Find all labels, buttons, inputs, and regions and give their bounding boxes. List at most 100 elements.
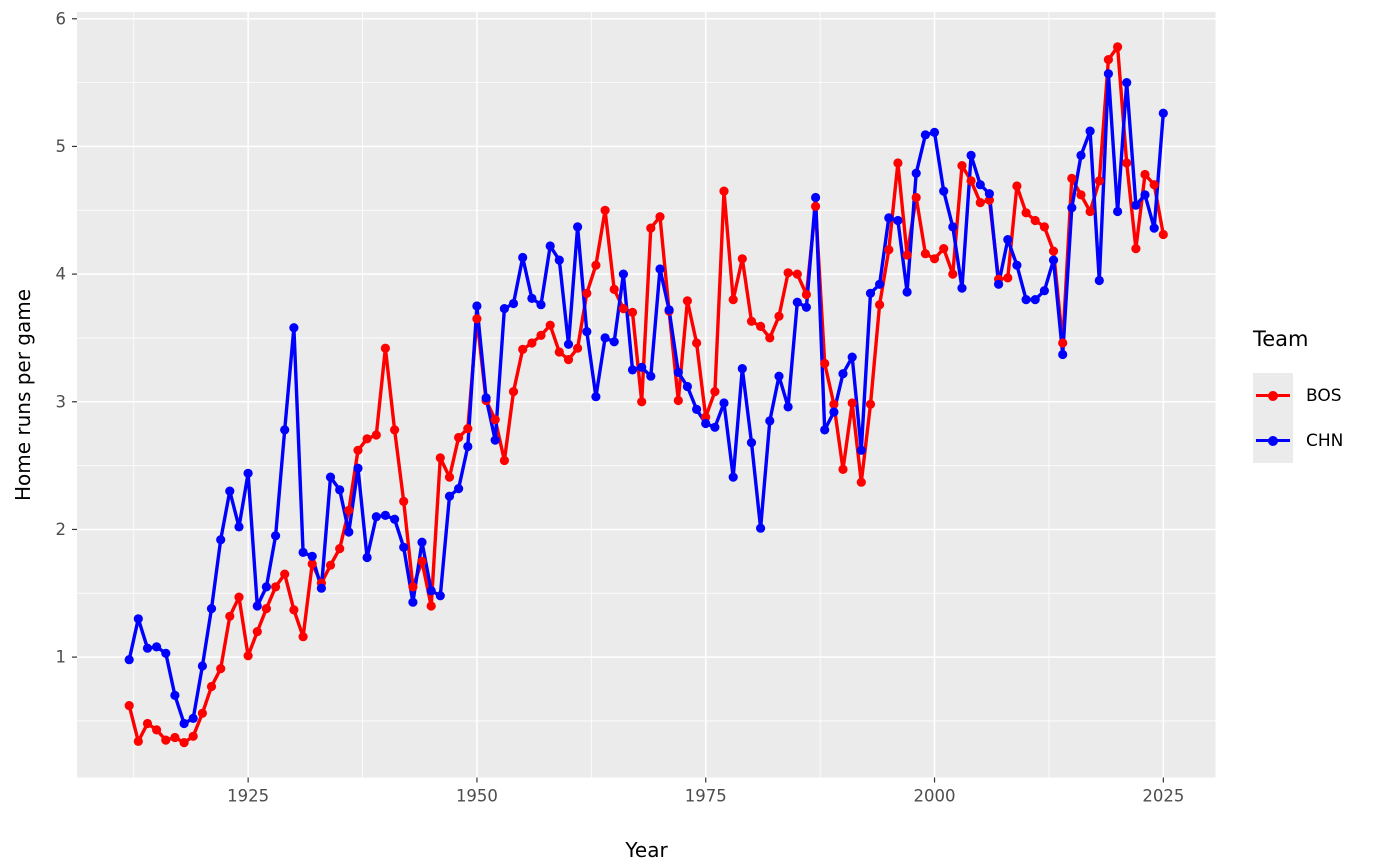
data-point-chn	[545, 241, 555, 251]
x-tick-label: 2025	[1142, 787, 1184, 806]
data-point-chn	[1048, 255, 1059, 265]
data-point-bos	[536, 330, 546, 340]
data-point-chn	[801, 302, 812, 312]
data-point-chn	[380, 510, 390, 520]
data-point-bos	[957, 161, 967, 171]
data-point-chn	[170, 690, 180, 701]
data-point-chn	[142, 643, 153, 653]
data-point-chn	[728, 472, 738, 482]
data-point-bos	[170, 732, 180, 743]
data-point-bos	[1039, 222, 1049, 232]
data-point-bos	[1085, 206, 1095, 217]
data-point-chn	[756, 523, 766, 533]
data-point-chn	[911, 168, 921, 178]
data-point-chn	[774, 371, 784, 381]
data-point-bos	[161, 735, 171, 745]
data-point-bos	[701, 412, 711, 422]
data-point-bos	[335, 544, 345, 554]
data-point-chn	[1067, 203, 1077, 213]
data-point-chn	[975, 180, 985, 190]
data-point-bos	[646, 223, 656, 233]
data-point-chn	[1039, 286, 1049, 296]
data-point-bos	[508, 387, 519, 397]
data-point-bos	[463, 424, 473, 434]
data-point-chn	[216, 535, 226, 545]
data-point-bos	[435, 453, 445, 463]
y-tick-label: 5	[56, 137, 67, 156]
data-point-bos	[627, 307, 638, 317]
data-point-bos	[444, 472, 455, 482]
data-point-chn	[637, 362, 647, 372]
data-point-chn	[444, 491, 455, 501]
data-point-chn	[490, 435, 500, 445]
data-point-chn	[646, 371, 656, 381]
data-point-bos	[206, 681, 217, 692]
data-point-bos	[298, 632, 308, 642]
data-point-bos	[1076, 190, 1086, 200]
data-point-chn	[179, 718, 189, 729]
data-point-bos	[417, 556, 427, 567]
data-point-bos	[774, 311, 784, 321]
x-tick-label: 1925	[227, 787, 269, 806]
data-point-bos	[225, 611, 235, 621]
data-point-chn	[939, 186, 949, 196]
data-point-chn	[664, 305, 674, 315]
data-point-chn	[463, 441, 473, 452]
data-point-chn	[454, 484, 464, 494]
data-point-bos	[582, 288, 592, 298]
data-point-chn	[600, 333, 610, 343]
data-point-bos	[875, 300, 885, 310]
data-point-chn	[325, 472, 336, 482]
data-point-chn	[1012, 260, 1022, 270]
data-point-bos	[243, 651, 253, 661]
data-point-bos	[1058, 338, 1068, 348]
data-point-bos	[280, 569, 290, 579]
data-point-chn	[316, 583, 326, 593]
data-point-chn	[225, 486, 235, 496]
data-point-bos	[655, 212, 665, 222]
data-point-chn	[783, 402, 793, 412]
data-point-chn	[920, 130, 931, 140]
data-point-bos	[984, 195, 995, 205]
data-point-bos	[1003, 273, 1013, 283]
data-point-chn	[271, 531, 281, 541]
data-point-chn	[984, 189, 995, 199]
data-point-chn	[426, 586, 436, 596]
data-point-chn	[408, 597, 418, 607]
data-point-bos	[746, 316, 757, 326]
data-point-chn	[746, 438, 757, 448]
data-point-chn	[948, 222, 958, 232]
data-point-bos	[811, 201, 821, 211]
data-point-bos	[865, 399, 876, 409]
legend-label-chn: CHN	[1306, 430, 1344, 451]
data-point-chn	[472, 301, 482, 311]
data-point-chn	[673, 367, 683, 377]
data-point-chn	[280, 425, 290, 435]
data-point-chn	[527, 293, 537, 303]
data-point-chn	[1021, 295, 1031, 305]
data-point-chn	[508, 298, 519, 309]
data-point-chn	[197, 661, 207, 671]
data-point-bos	[390, 425, 400, 435]
plot-panel	[77, 12, 1216, 778]
x-axis-title: Year	[625, 838, 668, 862]
data-point-bos	[765, 333, 775, 343]
data-point-bos	[124, 701, 134, 711]
data-point-bos	[792, 269, 802, 279]
data-point-bos	[271, 582, 281, 592]
data-point-chn	[765, 416, 775, 426]
data-point-chn	[1076, 150, 1086, 160]
data-point-bos	[920, 249, 931, 259]
data-point-bos	[618, 304, 629, 314]
data-point-bos	[380, 343, 390, 353]
data-point-bos	[737, 254, 747, 264]
data-point-bos	[499, 455, 509, 466]
data-point-chn	[417, 537, 427, 547]
data-point-chn	[609, 337, 619, 347]
data-point-bos	[344, 505, 354, 515]
data-point-bos	[966, 176, 976, 186]
data-point-bos	[1030, 215, 1040, 226]
data-point-chn	[234, 522, 244, 532]
data-point-chn	[573, 222, 583, 232]
